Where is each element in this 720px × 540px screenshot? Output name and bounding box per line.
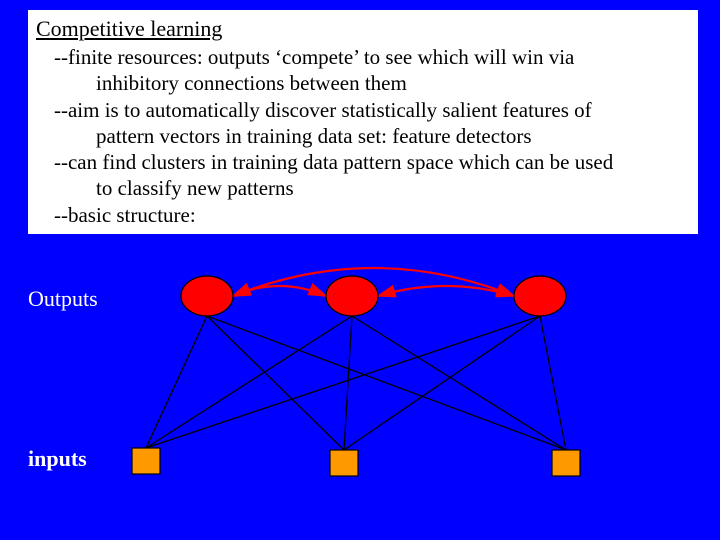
input-node xyxy=(132,448,160,474)
ff-edge xyxy=(352,316,566,450)
ff-edge xyxy=(207,316,566,450)
output-node xyxy=(181,276,233,316)
network-diagram xyxy=(0,0,720,540)
input-node xyxy=(552,450,580,476)
output-nodes xyxy=(181,276,566,316)
feedforward-edges xyxy=(146,316,566,450)
ff-edge xyxy=(207,316,344,450)
input-node xyxy=(330,450,358,476)
input-nodes xyxy=(132,448,580,476)
ff-edge xyxy=(540,316,566,450)
ff-edge xyxy=(146,316,540,448)
output-node xyxy=(514,276,566,316)
ff-edge xyxy=(344,316,352,450)
output-node xyxy=(326,276,378,316)
